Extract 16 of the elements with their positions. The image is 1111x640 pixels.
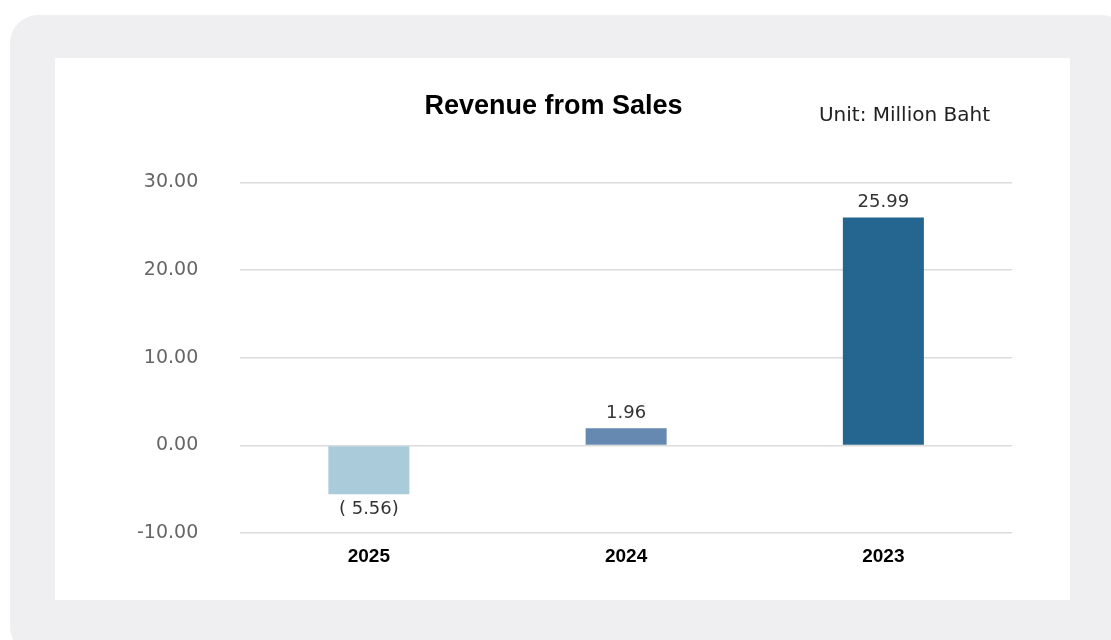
bar [585,428,667,445]
x-tick-label: 2024 [604,544,648,566]
y-tick-label: 0.00 [155,432,199,455]
y-tick-label: -10.00 [137,520,199,543]
data-label: 25.99 [857,190,910,212]
data-label: 1.96 [606,400,647,422]
x-tick-label: 2025 [347,544,391,566]
y-tick-label: 20.00 [143,257,199,280]
bar [842,217,924,445]
bar [328,446,410,495]
y-tick-label: 30.00 [143,169,199,192]
text: Unit: Million Baht [818,102,991,127]
data-label: ( 5.56) [338,496,399,518]
y-tick-label: 10.00 [143,344,199,367]
chart-title: Revenue from Sales [424,89,683,120]
x-tick-label: 2023 [862,544,905,566]
